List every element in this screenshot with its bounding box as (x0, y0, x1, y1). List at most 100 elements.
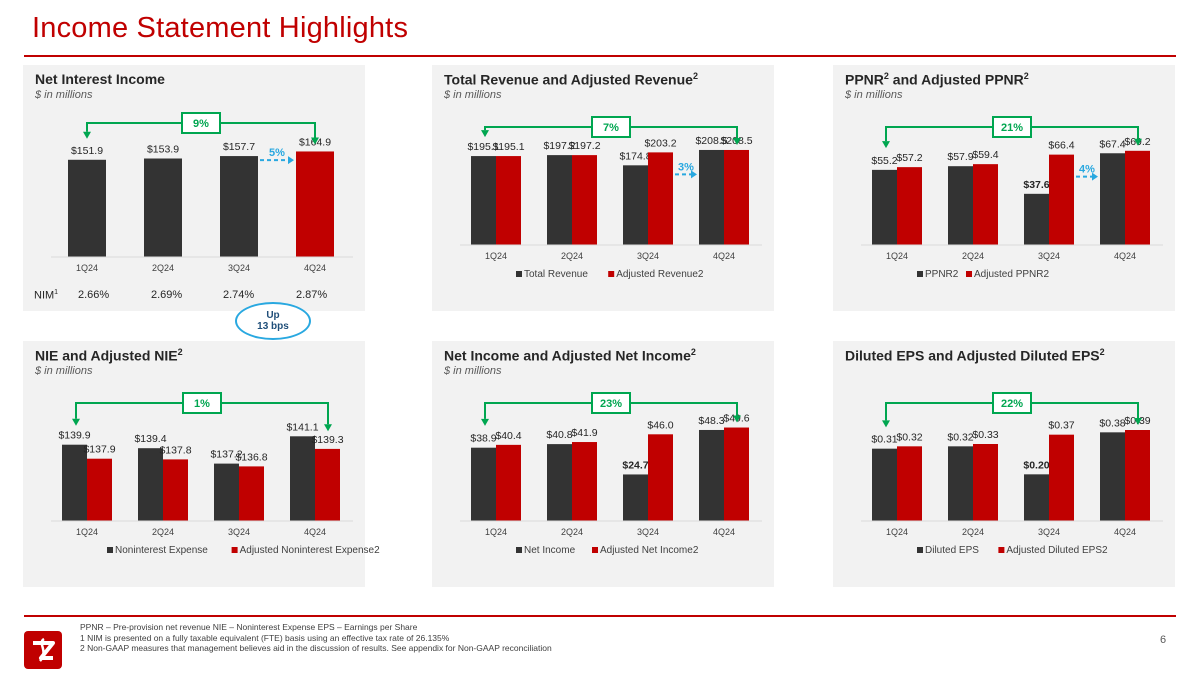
growth-badge (591, 392, 631, 414)
arrowhead (733, 415, 741, 423)
legend-label: Diluted EPS (925, 545, 979, 556)
arrowhead (481, 130, 489, 138)
page-number: 6 (1160, 634, 1167, 646)
legend-swatch (592, 547, 598, 553)
x-tick-label: 2Q24 (962, 527, 984, 537)
legend-swatch (966, 271, 972, 277)
arrowhead (324, 424, 332, 432)
legend-label: Adjusted Diluted EPS2 (1006, 545, 1108, 556)
panel-title: Net Income and Adjusted Net Income2 (444, 347, 696, 364)
panel-net-interest-income: Net Interest Income $ in millions $151.9… (23, 65, 365, 311)
arrowhead (72, 418, 80, 426)
panel-unit: $ in millions (845, 89, 903, 101)
data-label: $59.4 (972, 149, 998, 161)
panel-ppnr: PPNR2 and Adjusted PPNR2 $ in millions $… (833, 65, 1175, 311)
bar (948, 446, 973, 521)
bar (547, 444, 572, 521)
data-label: $197.2 (568, 140, 600, 152)
arrowhead (691, 170, 697, 179)
bar (724, 427, 749, 521)
data-label: $0.38 (1099, 417, 1125, 429)
bar (144, 158, 182, 257)
legend-swatch (917, 271, 923, 277)
bar (471, 447, 496, 521)
panel-title: PPNR2 and Adjusted PPNR2 (845, 71, 1029, 88)
growth-label: 7% (603, 122, 619, 134)
arrowhead (1134, 138, 1142, 146)
bar (623, 165, 648, 245)
bar (68, 159, 106, 257)
data-label: $0.37 (1048, 420, 1074, 432)
nim-value: 2.87% (296, 289, 328, 301)
growth-badge (992, 392, 1032, 414)
data-label: $139.9 (58, 430, 90, 442)
bar (1049, 434, 1074, 521)
legend-label: Adjusted PPNR2 (974, 269, 1049, 280)
legend-label: Adjusted Noninterest Expense2 (240, 545, 381, 556)
legend-swatch (231, 547, 238, 553)
arrowhead (83, 131, 91, 139)
x-tick-label: 2Q24 (561, 251, 583, 261)
bar (214, 463, 239, 521)
legend-label: Total Revenue (524, 269, 588, 280)
bar (471, 156, 496, 245)
data-label: $0.31 (871, 434, 897, 446)
x-tick-label: 3Q24 (637, 251, 659, 261)
x-tick-label: 1Q24 (76, 527, 98, 537)
footnote-1: 1 NIM is presented on a fully taxable eq… (80, 632, 450, 643)
nim-value: 2.69% (151, 289, 183, 301)
footer-divider (24, 615, 1176, 617)
data-label: $137.2 (210, 449, 242, 461)
data-label: $0.20 (1023, 459, 1049, 471)
data-label: $37.6 (1023, 179, 1049, 191)
bar (699, 429, 724, 521)
panel-unit: $ in millions (35, 89, 93, 101)
bar (897, 167, 922, 245)
footnote-2: 2 Non-GAAP measures that management beli… (80, 643, 552, 653)
panel-unit: $ in millions (35, 365, 93, 377)
bar (648, 434, 673, 521)
qoq-label: 5% (269, 147, 285, 159)
nim-label: NIM1 (34, 289, 59, 302)
data-label: $197.2 (543, 140, 575, 152)
bar (87, 458, 112, 521)
arrowhead (733, 137, 741, 145)
x-tick-label: 2Q24 (962, 251, 984, 261)
arrowhead (1134, 418, 1142, 425)
legend-swatch (107, 547, 113, 553)
bar (572, 442, 597, 521)
data-label: $41.9 (571, 427, 597, 439)
x-tick-label: 4Q24 (1114, 527, 1136, 537)
data-label: $139.4 (134, 433, 166, 445)
panel-unit: $ in millions (444, 89, 502, 101)
bar (496, 444, 521, 521)
bar (872, 448, 897, 521)
x-tick-label: 1Q24 (76, 263, 98, 273)
data-label: $141.1 (286, 421, 318, 433)
bar (872, 169, 897, 245)
x-tick-label: 2Q24 (152, 527, 174, 537)
growth-label: 23% (600, 398, 622, 410)
growth-badge (591, 116, 631, 138)
panel-title: Net Interest Income (35, 71, 165, 87)
nim-value: 2.74% (223, 289, 255, 301)
data-label: $139.3 (311, 434, 343, 446)
bar (973, 444, 998, 521)
legend-label: Adjusted Revenue2 (616, 269, 704, 280)
x-tick-label: 4Q24 (713, 527, 735, 537)
chart-ppnr: $55.2$57.2 1Q24 $57.9$59.4 2Q24 $37.6 $66.4 3Q… (861, 116, 1163, 280)
data-label: $0.32 (896, 431, 922, 443)
panel-title: Diluted EPS and Adjusted Diluted EPS2 (845, 347, 1105, 364)
chart-diluted-eps: $0.31$0.321Q24$0.32$0.332Q24$0.20$0.373Q… (861, 392, 1163, 556)
bar (547, 155, 572, 245)
legend-label: PPNR2 (925, 269, 959, 280)
data-label: $151.9 (71, 145, 103, 157)
footnote-abbrev: PPNR – Pre-provision net revenue NIE – N… (80, 622, 418, 632)
bar (1100, 432, 1125, 521)
bar (572, 155, 597, 245)
x-tick-label: 4Q24 (304, 263, 326, 273)
data-label: $40.4 (495, 430, 521, 442)
panel-unit: $ in millions (444, 365, 502, 377)
growth-label: 9% (193, 118, 209, 130)
arrowhead (1092, 172, 1098, 181)
